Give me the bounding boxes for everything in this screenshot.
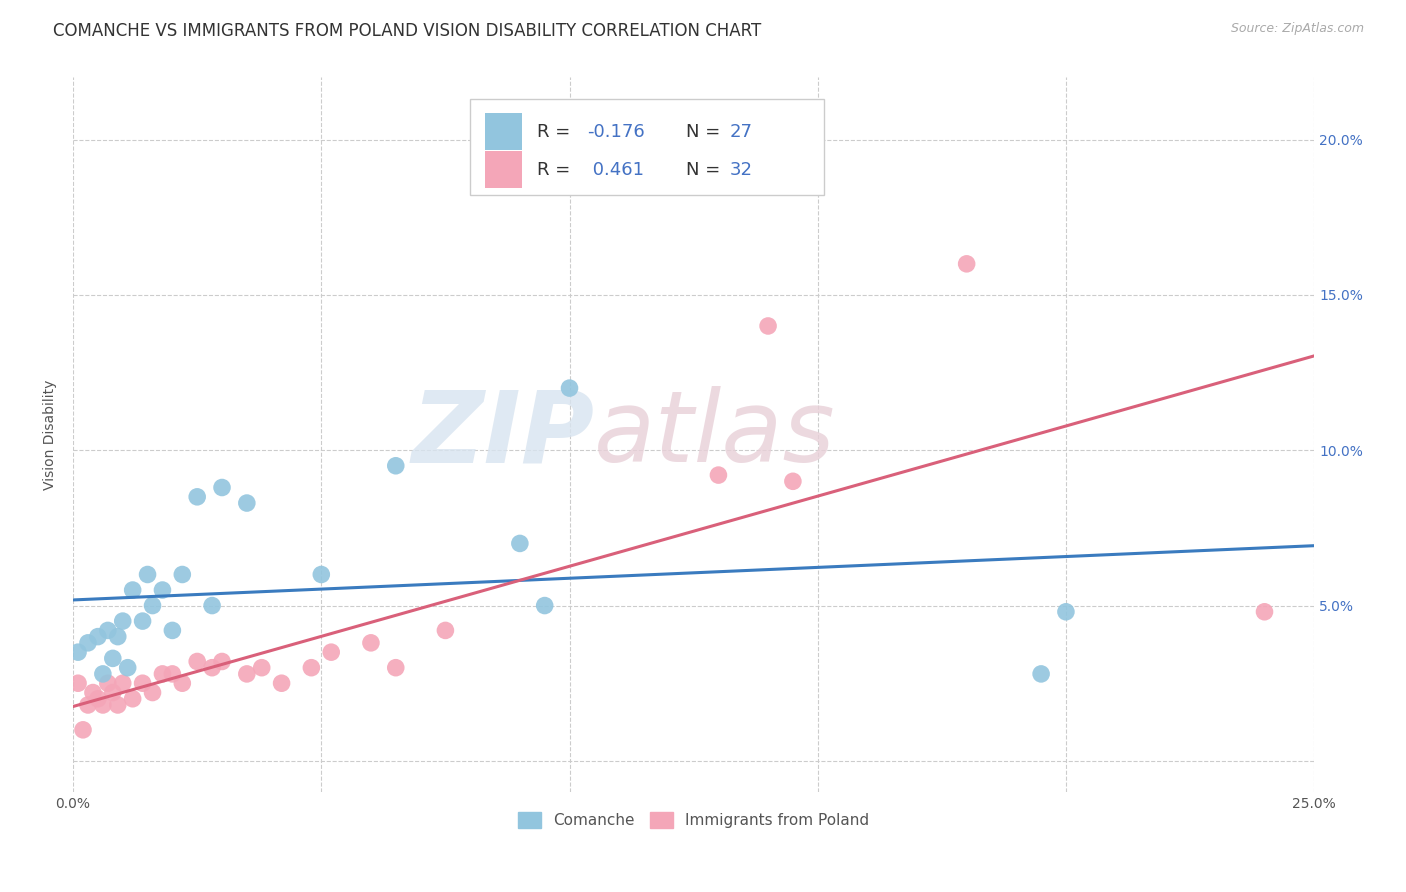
Point [434,624,457,638]
Point [67,676,90,690]
Bar [485,151,523,188]
Point [270,676,292,690]
Point [121,582,143,597]
Point [152,582,174,597]
Point [111,676,134,690]
Point [782,475,804,489]
Point [956,257,979,271]
Point [211,655,233,669]
Point [72,723,94,737]
Point [201,661,224,675]
Point [1029,667,1052,681]
Text: ZIP: ZIP [412,386,595,483]
Point [107,630,129,644]
Point [236,667,259,681]
Point [250,661,273,675]
Text: COMANCHE VS IMMIGRANTS FROM POLAND VISION DISABILITY CORRELATION CHART: COMANCHE VS IMMIGRANTS FROM POLAND VISIO… [53,22,762,40]
Point [162,667,184,681]
Point [91,698,114,712]
FancyBboxPatch shape [470,99,824,195]
Point [299,661,322,675]
Point [533,599,555,613]
Point [321,645,343,659]
Point [77,636,100,650]
Point [101,685,124,699]
Point [97,624,120,638]
Point [558,381,581,395]
Point [1054,605,1077,619]
Text: N =: N = [686,161,720,178]
Point [121,691,143,706]
Point [117,661,139,675]
Text: 32: 32 [730,161,752,178]
Text: R =: R = [537,161,571,178]
Point [186,490,208,504]
Point [172,676,194,690]
Point [141,685,163,699]
Point [707,468,730,483]
Point [152,667,174,681]
Point [186,655,208,669]
Text: Source: ZipAtlas.com: Source: ZipAtlas.com [1230,22,1364,36]
Point [87,691,110,706]
Point [162,624,184,638]
Point [211,481,233,495]
Y-axis label: Vision Disability: Vision Disability [44,379,58,490]
Bar [485,113,523,151]
Point [77,698,100,712]
Point [141,599,163,613]
Point [87,630,110,644]
Point [111,614,134,628]
Point [311,567,333,582]
Point [236,496,259,510]
Point [384,458,406,473]
Point [82,685,104,699]
Point [756,318,779,333]
Point [172,567,194,582]
Text: 0.461: 0.461 [586,161,644,178]
Text: -0.176: -0.176 [586,123,644,141]
Point [67,645,90,659]
Text: atlas: atlas [595,386,837,483]
Point [1253,605,1275,619]
Point [97,676,120,690]
Text: 27: 27 [730,123,752,141]
Point [509,536,531,550]
Point [131,614,153,628]
Text: R =: R = [537,123,571,141]
Point [360,636,382,650]
Legend: Comanche, Immigrants from Poland: Comanche, Immigrants from Poland [512,806,876,834]
Point [384,661,406,675]
Point [136,567,159,582]
Point [201,599,224,613]
Point [101,651,124,665]
Point [107,698,129,712]
Text: N =: N = [686,123,720,141]
Point [91,667,114,681]
Point [131,676,153,690]
